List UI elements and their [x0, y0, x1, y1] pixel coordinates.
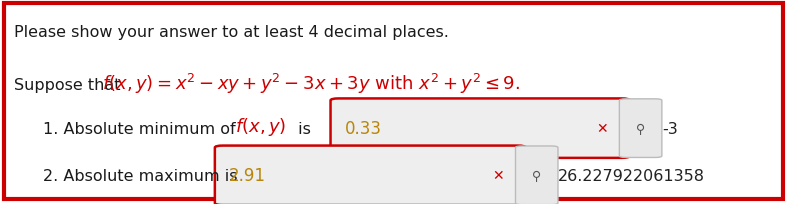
- FancyBboxPatch shape: [515, 146, 558, 204]
- Text: ✕: ✕: [493, 169, 504, 182]
- FancyBboxPatch shape: [619, 99, 662, 158]
- Text: is: is: [293, 121, 311, 136]
- Text: ⚲: ⚲: [532, 169, 541, 182]
- Text: ⚲: ⚲: [636, 122, 645, 135]
- FancyBboxPatch shape: [331, 99, 630, 158]
- Text: Please show your answer to at least 4 decimal places.: Please show your answer to at least 4 de…: [14, 24, 449, 39]
- Text: Suppose that: Suppose that: [14, 78, 126, 92]
- FancyBboxPatch shape: [215, 146, 526, 204]
- Text: 0.33: 0.33: [345, 120, 382, 137]
- Text: 2. Absolute maximum is: 2. Absolute maximum is: [43, 168, 238, 183]
- Text: 26.227922061358: 26.227922061358: [558, 168, 705, 183]
- Text: ✕: ✕: [597, 122, 608, 135]
- Text: 1. Absolute minimum of: 1. Absolute minimum of: [43, 121, 241, 136]
- Text: $f(x, y)$: $f(x, y)$: [235, 115, 286, 137]
- FancyBboxPatch shape: [4, 4, 783, 199]
- Text: $f(x, y) = x^2 - xy + y^2 - 3x + 3y$$\ \mathrm{with}\ x^2 + y^2 \leq 9.$: $f(x, y) = x^2 - xy + y^2 - 3x + 3y$$\ \…: [102, 71, 520, 95]
- Text: 2.91: 2.91: [229, 166, 266, 184]
- Text: -3: -3: [662, 121, 678, 136]
